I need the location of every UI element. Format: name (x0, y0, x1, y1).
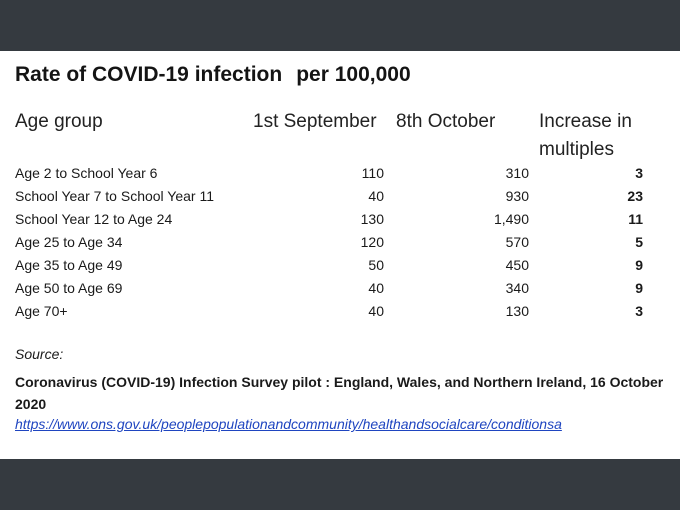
cell-8th-october: 450 (505, 257, 529, 273)
header-8th-october: 8th October (396, 111, 496, 132)
header-age-group: Age group (15, 111, 103, 132)
source-label: Source: (15, 346, 64, 362)
cell-age-group: Age 50 to Age 69 (15, 280, 123, 296)
cell-1st-september: 40 (368, 280, 384, 296)
title-sub: per 100,000 (296, 63, 411, 86)
cell-1st-september: 40 (368, 188, 384, 204)
title-main: Rate of COVID-19 infection (15, 63, 283, 86)
table-row: School Year 7 to School Year 11 40 930 23 (0, 185, 680, 207)
cell-increase: 9 (635, 257, 643, 273)
header-1st-september: 1st September (253, 111, 377, 132)
cell-age-group: Age 2 to School Year 6 (15, 165, 158, 181)
cell-increase: 3 (635, 303, 643, 319)
cell-increase: 11 (628, 211, 643, 227)
cell-age-group: Age 25 to Age 34 (15, 234, 123, 250)
table-row: Age 70+ 40 130 3 (0, 300, 680, 322)
cell-8th-october: 930 (505, 188, 529, 204)
table-row: Age 35 to Age 49 50 450 9 (0, 254, 680, 276)
cell-increase: 3 (635, 165, 643, 181)
cell-age-group: School Year 12 to Age 24 (15, 211, 173, 227)
cell-1st-september: 130 (360, 211, 384, 227)
table-row: Age 25 to Age 34 120 570 5 (0, 231, 680, 253)
slide: Rate of COVID-19 infection per 100,000 Ag… (0, 51, 680, 459)
cell-1st-september: 120 (360, 234, 384, 250)
cell-increase: 23 (627, 188, 643, 204)
table-row: School Year 12 to Age 24 130 1,490 11 (0, 208, 680, 230)
page-title: Rate of COVID-19 infection per 100,000 (15, 63, 411, 87)
table-row: Age 50 to Age 69 40 340 9 (0, 277, 680, 299)
cell-8th-october: 130 (505, 303, 529, 319)
cell-8th-october: 340 (505, 280, 529, 296)
cell-1st-september: 40 (368, 303, 384, 319)
cell-age-group: Age 70+ (15, 303, 68, 319)
cell-8th-october: 570 (505, 234, 529, 250)
source-link[interactable]: https://www.ons.gov.uk/peoplepopulationa… (15, 416, 562, 432)
header-increase-line2: multiples (539, 139, 614, 160)
cell-1st-september: 110 (361, 165, 384, 181)
table-row: Age 2 to School Year 6 110 310 3 (0, 162, 680, 184)
cell-increase: 9 (635, 280, 643, 296)
cell-age-group: School Year 7 to School Year 11 (15, 188, 215, 204)
cell-8th-october: 1,490 (493, 211, 529, 227)
header-increase-line1: Increase in (539, 111, 632, 132)
cell-8th-october: 310 (505, 165, 529, 181)
cell-increase: 5 (635, 234, 643, 250)
cell-age-group: Age 35 to Age 49 (15, 257, 123, 273)
cell-1st-september: 50 (368, 257, 384, 273)
source-title: Coronavirus (COVID-19) Infection Survey … (15, 374, 664, 412)
